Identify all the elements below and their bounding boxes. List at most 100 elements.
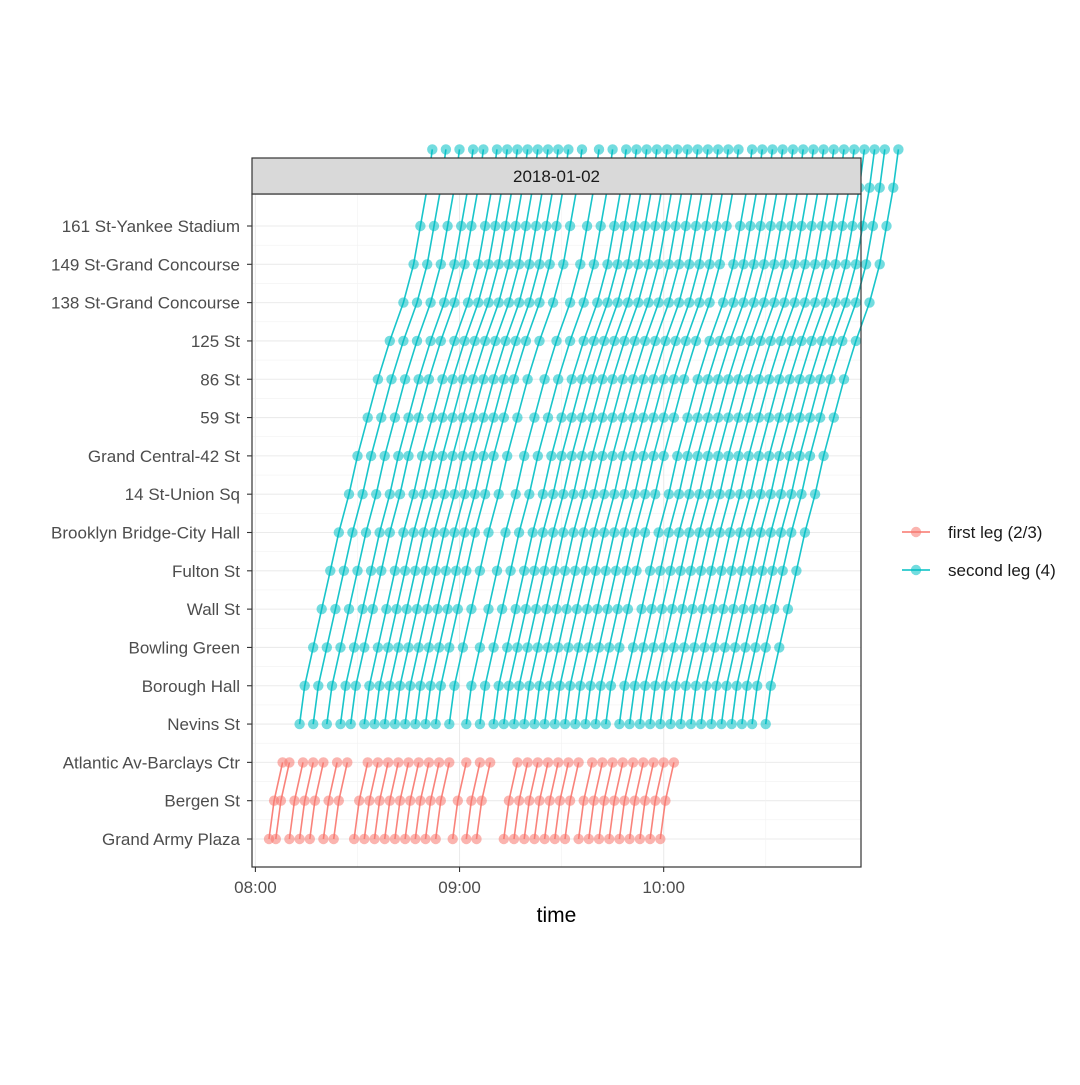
- series-point: [510, 220, 521, 232]
- series-point: [304, 833, 315, 845]
- series-point: [600, 565, 611, 576]
- series-point: [551, 335, 562, 347]
- series-point: [459, 335, 470, 347]
- series-point: [541, 220, 552, 232]
- y-tick-label-149-st-grand-concourse: 149 St-Grand Concourse: [51, 255, 240, 274]
- series-point: [479, 680, 491, 691]
- series-point: [804, 450, 816, 462]
- series-point: [723, 144, 734, 155]
- facet-strip: 2018-01-02: [251, 157, 862, 195]
- series-point: [318, 833, 329, 845]
- series-point: [583, 833, 594, 845]
- series-point: [537, 527, 549, 538]
- series-point: [593, 833, 605, 845]
- series-point: [612, 603, 623, 615]
- series-point: [714, 335, 725, 347]
- series-point: [534, 335, 545, 347]
- series-point: [519, 833, 530, 845]
- series-point: [500, 220, 511, 232]
- series-point: [707, 603, 719, 615]
- series-point: [763, 450, 775, 462]
- series-point: [850, 259, 862, 270]
- series-line: [503, 149, 638, 725]
- series-line: [533, 149, 668, 725]
- series-point: [714, 259, 725, 270]
- series-point: [444, 757, 455, 768]
- series-point: [452, 795, 463, 806]
- series-point: [765, 489, 776, 500]
- series-point: [371, 489, 382, 500]
- series-point: [794, 412, 805, 423]
- series-point: [816, 335, 828, 347]
- series-point: [583, 642, 594, 653]
- series-point: [384, 335, 395, 347]
- legend: first leg (2/3) second leg (4): [902, 523, 1056, 580]
- series-point: [614, 642, 625, 653]
- series-point: [779, 259, 790, 270]
- series-point: [503, 297, 515, 308]
- series-point: [701, 680, 712, 691]
- series-point: [830, 259, 841, 270]
- series-point: [581, 220, 593, 232]
- series-point: [650, 335, 661, 347]
- series-point: [563, 144, 574, 155]
- series-point: [331, 757, 343, 768]
- series-point: [818, 144, 829, 155]
- series-point: [529, 833, 540, 845]
- series-point: [551, 603, 562, 615]
- series-point: [415, 795, 426, 806]
- series-point: [651, 144, 663, 155]
- series-point: [745, 527, 756, 538]
- series-point: [490, 220, 501, 232]
- series-point: [384, 795, 395, 806]
- series-point: [449, 259, 460, 270]
- series-line: [710, 149, 845, 725]
- series-point: [650, 680, 661, 691]
- series-point: [639, 795, 651, 806]
- series-point: [435, 680, 446, 691]
- series-point: [629, 335, 640, 347]
- series-point: [624, 833, 635, 845]
- series-point: [333, 527, 344, 538]
- series-point: [684, 297, 695, 308]
- series-point: [485, 757, 496, 768]
- series-point: [767, 144, 778, 155]
- series-point: [604, 642, 615, 653]
- series-line: [574, 149, 709, 725]
- series-point: [648, 642, 659, 653]
- series-point: [529, 412, 540, 423]
- series-point: [724, 489, 736, 500]
- series-point: [394, 795, 406, 806]
- series-point: [505, 565, 516, 576]
- series-point: [321, 718, 332, 730]
- series-point: [746, 144, 758, 155]
- series-point: [308, 757, 319, 768]
- series-point: [653, 297, 664, 308]
- series-point: [588, 527, 600, 538]
- series-point: [316, 603, 327, 615]
- series-point: [694, 259, 705, 270]
- series-point: [643, 297, 654, 308]
- series-line: [414, 149, 549, 725]
- series-point: [576, 144, 588, 155]
- series-point: [723, 412, 734, 423]
- series-point: [466, 680, 477, 691]
- series-point: [639, 680, 651, 691]
- series-point: [704, 335, 715, 347]
- series-point: [658, 642, 669, 653]
- series-point: [359, 833, 370, 845]
- series-point: [723, 450, 734, 462]
- series-point: [435, 259, 446, 270]
- series-point: [386, 374, 397, 385]
- series-point: [774, 450, 785, 462]
- series-point: [634, 718, 646, 730]
- series-line: [564, 149, 699, 725]
- series-line: [618, 149, 753, 725]
- series-point: [372, 757, 384, 768]
- x-tick-label: 08:00: [234, 878, 277, 897]
- series-point: [294, 833, 305, 845]
- series-point: [828, 144, 839, 155]
- series-point: [568, 527, 579, 538]
- series-point: [410, 718, 421, 730]
- series-point: [384, 680, 395, 691]
